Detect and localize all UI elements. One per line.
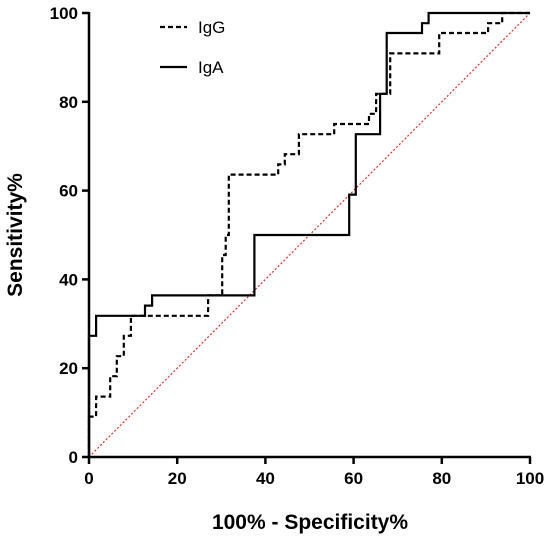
legend-label-iga: IgA [198, 58, 224, 77]
y-tick-label: 40 [59, 270, 78, 289]
y-axis-title: Sensitivity% [4, 173, 27, 297]
x-tick-label: 100 [516, 469, 544, 488]
y-ticks: 0 20 40 60 80 100 [50, 4, 89, 467]
legend-label-igg: IgG [198, 18, 225, 37]
legend: IgG IgA [160, 18, 225, 77]
x-tick-label: 60 [344, 469, 363, 488]
axes [87, 12, 531, 459]
y-tick-label: 80 [59, 93, 78, 112]
x-ticks: 0 20 40 60 80 100 [84, 457, 544, 488]
y-tick-label: 20 [59, 359, 78, 378]
y-tick-label: 60 [59, 182, 78, 201]
x-tick-label: 20 [168, 469, 187, 488]
x-tick-label: 80 [432, 469, 451, 488]
x-tick-label: 0 [84, 469, 93, 488]
series-line-igg [87, 11, 530, 457]
x-tick-label: 40 [256, 469, 275, 488]
series-line-iga [87, 11, 530, 457]
y-tick-label: 100 [50, 4, 78, 23]
series-group [87, 11, 530, 457]
y-tick-label: 0 [69, 448, 78, 467]
x-axis-title: 100% - Specificity% [212, 511, 408, 534]
